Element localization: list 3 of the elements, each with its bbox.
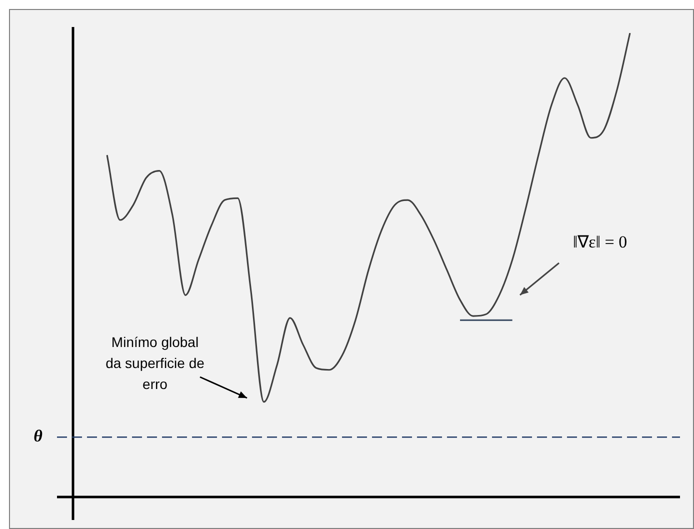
annotation: Minímo global da superficie de erro <box>106 334 205 392</box>
annotation: ‖∇ε‖ = 0 <box>572 232 628 252</box>
ref-line-label: θ <box>34 426 43 446</box>
